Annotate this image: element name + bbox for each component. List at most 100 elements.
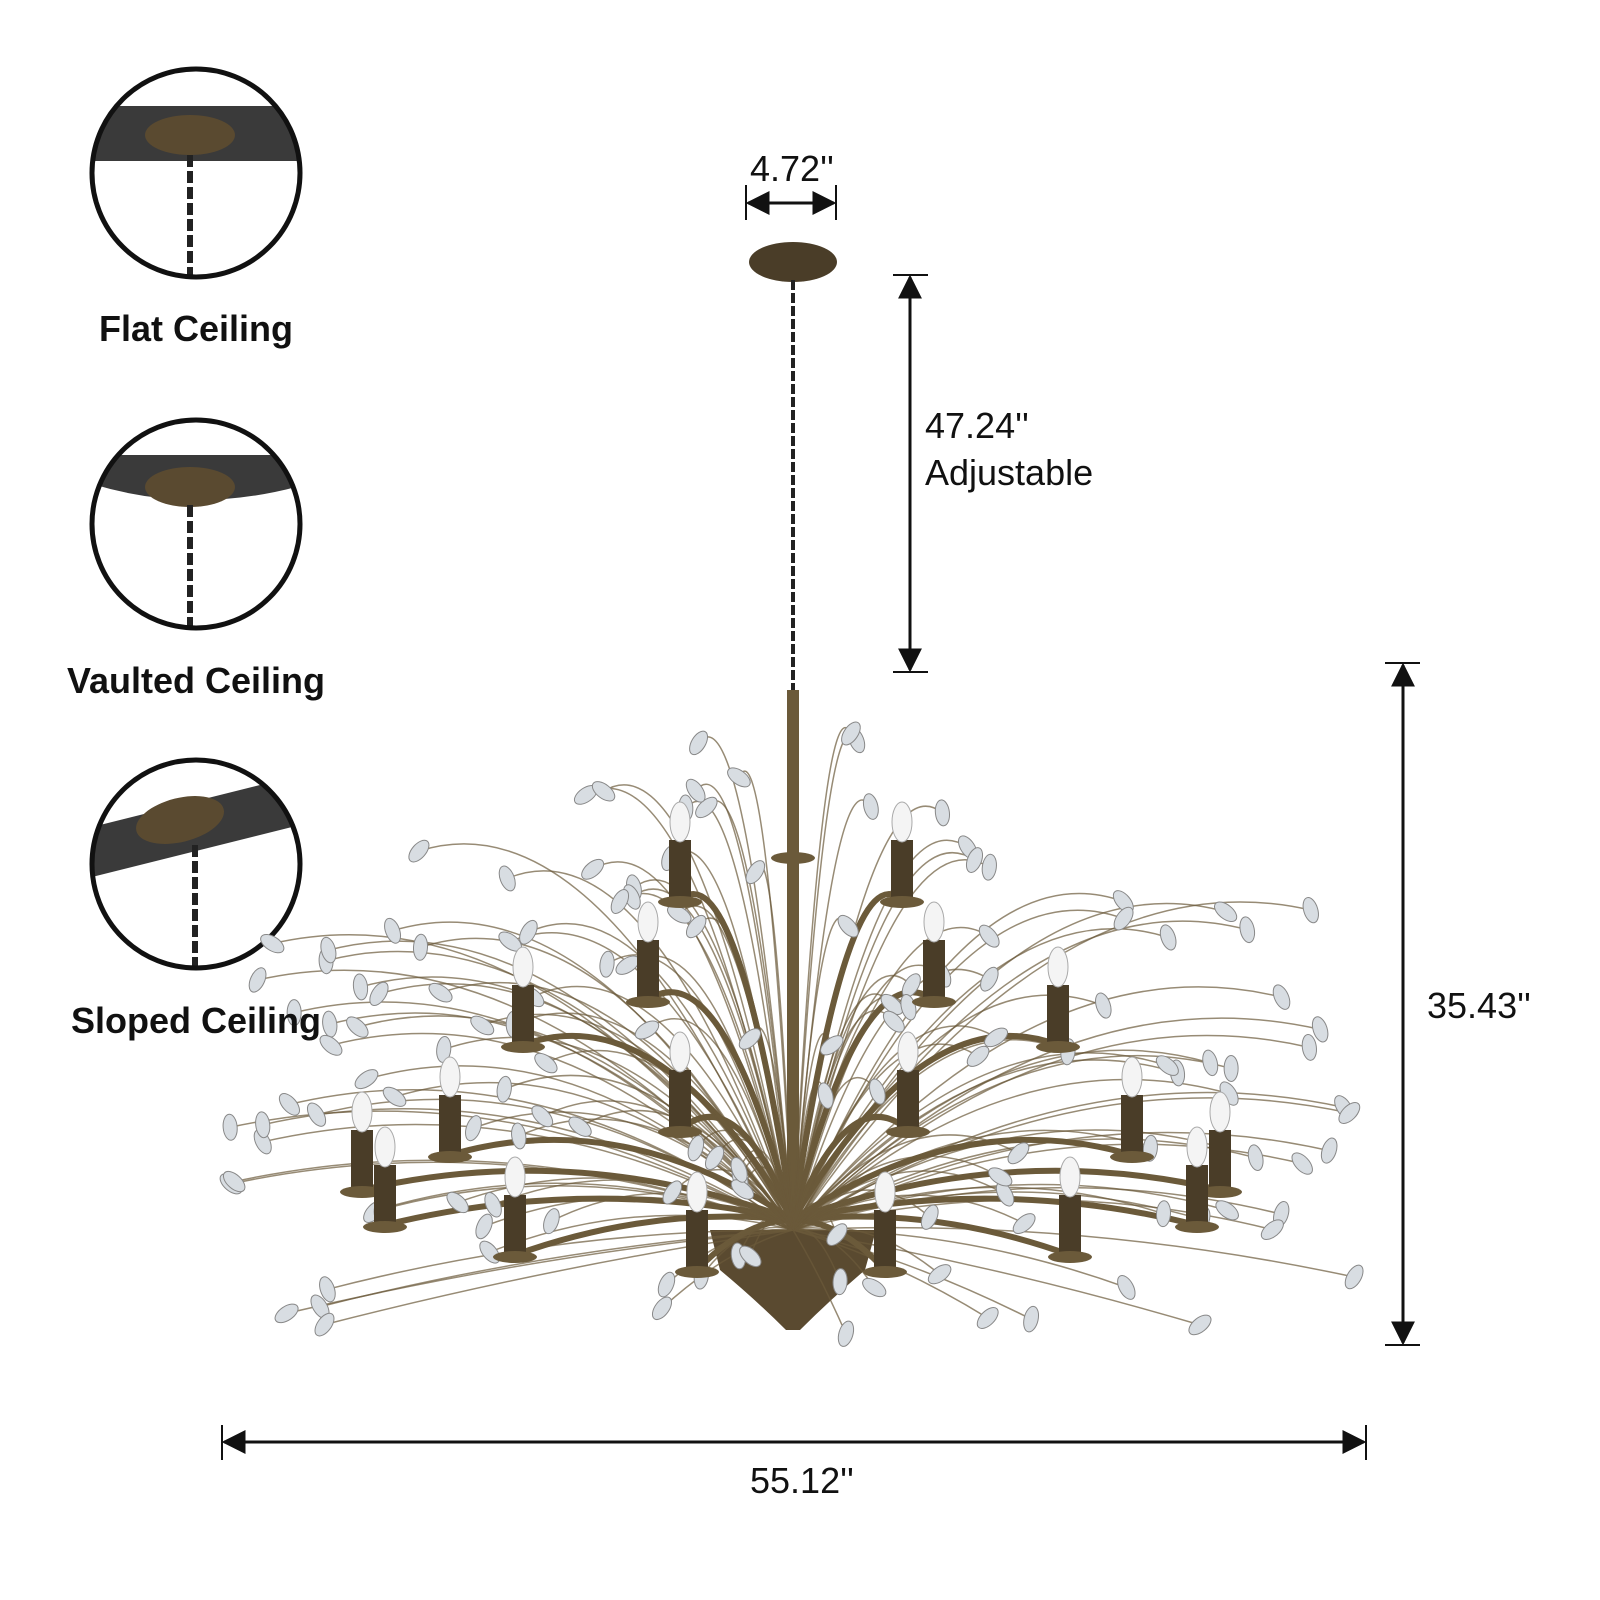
crystal <box>739 1245 762 1268</box>
crystal <box>382 1086 407 1107</box>
candle-cup <box>1036 1041 1080 1053</box>
height-label: 35.43'' <box>1427 985 1531 1026</box>
branch <box>418 843 794 1231</box>
crystal <box>1155 1200 1172 1228</box>
branch <box>792 1010 895 1231</box>
crystal <box>519 919 538 945</box>
canopy-width-label: 4.72'' <box>750 148 834 189</box>
candle-sleeve <box>874 1210 896 1270</box>
branch <box>606 954 794 1231</box>
branch <box>319 1229 794 1308</box>
crystal <box>1260 1219 1284 1240</box>
candle-sleeve <box>374 1165 396 1225</box>
crystal <box>255 1111 271 1139</box>
candle-cup <box>363 1221 407 1233</box>
candle-cup <box>1175 1221 1219 1233</box>
crystal <box>934 799 951 827</box>
bulb-icon <box>669 1031 691 1073</box>
crystal <box>1095 992 1112 1019</box>
branch <box>619 892 794 1231</box>
height-dimension <box>1385 662 1420 1346</box>
branch <box>528 922 794 1231</box>
crystal <box>543 1208 560 1235</box>
crystal <box>384 917 402 944</box>
candle-sleeve <box>897 1070 919 1130</box>
branch <box>330 1032 794 1231</box>
crystal <box>599 950 615 978</box>
crystal <box>511 1122 527 1150</box>
crystal <box>685 778 706 803</box>
crystal <box>222 1170 246 1193</box>
crystal <box>745 860 766 885</box>
crystal <box>837 914 859 938</box>
crystal <box>666 904 692 924</box>
branch <box>457 1177 794 1231</box>
vaulted-ceiling-icon <box>89 417 303 631</box>
branch <box>792 1131 1330 1231</box>
crystal <box>568 1116 592 1137</box>
crystal <box>704 1145 725 1171</box>
chain-length-label: 47.24'' <box>925 405 1029 446</box>
candle-cup <box>771 852 815 864</box>
bulb-icon <box>351 1091 373 1133</box>
crystal <box>278 1093 300 1116</box>
branch <box>738 770 794 1231</box>
branch <box>792 926 990 1231</box>
branch <box>792 1091 1344 1231</box>
candle-cup <box>675 1266 719 1278</box>
bulb-icon <box>1209 1091 1231 1133</box>
crystal <box>820 1035 844 1056</box>
crystal <box>581 858 605 880</box>
crystal <box>534 1052 558 1074</box>
candle-sleeve <box>1047 985 1069 1045</box>
crystal <box>1155 1055 1179 1076</box>
crystal <box>1301 1033 1317 1061</box>
crystal <box>980 966 999 992</box>
branch <box>792 1155 1001 1231</box>
candle-cup <box>493 1251 537 1263</box>
candle-sleeve <box>512 985 534 1045</box>
bulb-icon <box>923 901 945 943</box>
chandelier-illustration <box>219 242 1364 1347</box>
candle-cup <box>626 996 670 1008</box>
candle-sleeve <box>1059 1195 1081 1255</box>
bulb-icon <box>1059 1156 1081 1198</box>
candle-sleeve <box>923 940 945 1000</box>
flat-ceiling-label: Flat Ceiling <box>98 308 293 349</box>
crystal <box>1214 901 1238 922</box>
crystal <box>1239 916 1256 944</box>
branch <box>792 1129 1151 1231</box>
branch <box>532 985 794 1231</box>
candle-sleeve <box>891 840 913 900</box>
crystal <box>610 889 630 914</box>
crystal <box>984 1027 1009 1048</box>
branch <box>792 920 1248 1231</box>
bulb-icon <box>891 801 913 843</box>
crystal <box>1012 1213 1036 1234</box>
branch <box>792 805 943 1231</box>
candle-cup <box>912 996 956 1008</box>
crystal <box>484 1192 502 1218</box>
crystal <box>685 914 707 939</box>
crystal <box>662 1180 683 1205</box>
branch <box>792 1025 997 1231</box>
crystal <box>319 1034 343 1056</box>
branch <box>489 1214 794 1253</box>
crystal <box>1338 1102 1361 1124</box>
crystal <box>1320 1137 1338 1164</box>
crystal <box>981 853 997 881</box>
branch <box>713 1138 794 1231</box>
candle-sleeve <box>351 1130 373 1190</box>
crystal <box>1302 897 1319 924</box>
crystal <box>498 865 516 892</box>
bulb-icon <box>637 901 659 943</box>
bulb-icon <box>1186 1126 1208 1168</box>
crystal <box>634 1020 660 1040</box>
crystal <box>920 1204 939 1230</box>
branch <box>695 917 794 1231</box>
crystal <box>320 936 337 964</box>
branch <box>328 940 794 1231</box>
branch <box>792 1052 1168 1231</box>
candle-cup <box>886 1126 930 1138</box>
bulb-icon <box>512 946 534 988</box>
